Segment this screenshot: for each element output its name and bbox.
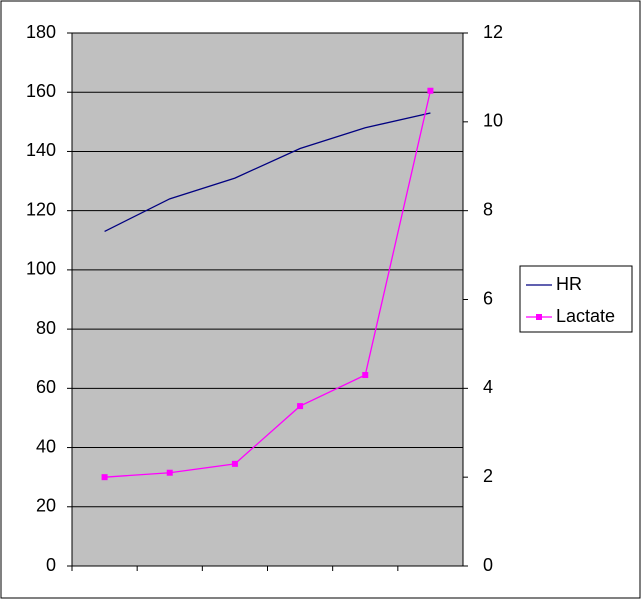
series-line (104, 112, 431, 232)
y2-tick-label: 6 (483, 288, 493, 308)
legend-label: HR (556, 274, 582, 294)
legend: HR Lactate (519, 265, 633, 333)
y2-tick-label: 2 (483, 466, 493, 486)
y-tick-label: 160 (26, 81, 56, 101)
legend-label: Lactate (556, 306, 615, 326)
y2-tick-label: 8 (483, 199, 493, 219)
y2-tick-label: 12 (483, 22, 503, 42)
y2-tick-label: 0 (483, 555, 493, 575)
point-marker (101, 474, 108, 481)
y-tick-label: 80 (36, 318, 56, 338)
plot-area (72, 33, 463, 566)
point-marker (427, 87, 434, 94)
y-tick-label: 120 (26, 199, 56, 219)
y2-tick-label: 10 (483, 111, 503, 131)
point-marker (231, 460, 238, 467)
y-tick-label: 40 (36, 436, 56, 456)
series-line (104, 90, 432, 478)
y-tick-label: 100 (26, 259, 56, 279)
y-tick-label: 0 (46, 555, 56, 575)
legend-box (519, 265, 633, 333)
point-marker (166, 469, 173, 476)
point-marker (297, 403, 304, 410)
y-tick-label: 20 (36, 496, 56, 516)
legend-marker (536, 314, 542, 320)
y2-tick-label: 4 (483, 377, 493, 397)
point-marker (362, 372, 369, 379)
y-tick-label: 140 (26, 140, 56, 160)
y-tick-label: 180 (26, 22, 56, 42)
y-tick-label: 60 (36, 377, 56, 397)
